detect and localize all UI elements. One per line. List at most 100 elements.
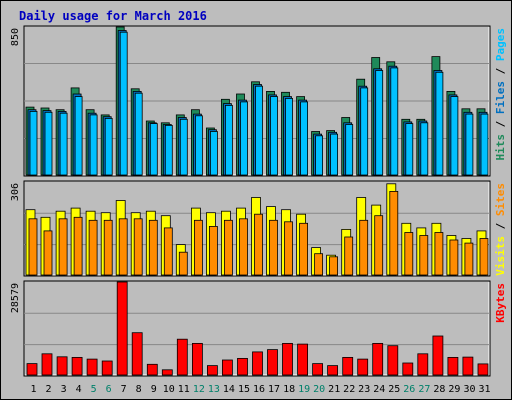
sites-bar	[133, 218, 143, 276]
sites-bar	[88, 219, 98, 276]
sites-bar	[269, 219, 278, 276]
sites-bar	[163, 227, 173, 276]
kbytes-bar	[357, 358, 369, 376]
sites-bar	[178, 251, 188, 276]
kbytes-bar	[41, 353, 53, 376]
day-label: 19	[298, 384, 310, 395]
sites-bar	[299, 222, 309, 276]
kbytes-bar	[387, 345, 399, 376]
sites-bar	[148, 219, 158, 276]
day-label: 11	[178, 384, 190, 395]
kbytes-bar	[447, 356, 459, 376]
kbytes-bar	[462, 356, 474, 376]
sites-bar	[118, 218, 128, 276]
kbytes-bar	[26, 363, 38, 376]
pages-bar	[44, 111, 53, 176]
day-label: 7	[121, 384, 127, 395]
visits-ymax-label: 306	[10, 183, 21, 201]
sites-bar	[58, 218, 68, 276]
pages-bar	[300, 101, 309, 176]
kbytes-legend: KBytes	[494, 283, 507, 323]
hits-panel: 850 Hits / Files / Pages	[10, 25, 507, 177]
kbytes-bar	[282, 342, 293, 376]
kbytes-bar	[402, 362, 414, 376]
kbytes-bar	[312, 363, 324, 376]
sites-bar	[329, 256, 339, 276]
pages-bar	[315, 135, 324, 176]
day-label: 25	[388, 384, 400, 395]
sites-bar	[359, 219, 369, 276]
pages-bar	[390, 67, 399, 176]
pages-bar	[179, 118, 188, 176]
sites-bar	[479, 238, 489, 276]
day-label: 20	[313, 384, 325, 395]
kbytes-bar	[56, 356, 68, 376]
kbytes-bar	[206, 365, 218, 376]
day-label: 28	[433, 384, 445, 395]
kbytes-bar	[86, 358, 98, 376]
day-label: 17	[268, 384, 280, 395]
day-label: 5	[91, 384, 97, 395]
sites-bar	[404, 232, 414, 276]
day-label: 8	[136, 384, 142, 395]
pages-bar	[375, 70, 384, 176]
sites-bar	[43, 230, 53, 276]
pages-bar	[119, 31, 128, 176]
pages-bar	[59, 112, 68, 176]
kbytes-bar	[252, 351, 263, 376]
pages-bar	[345, 124, 354, 176]
pages-bar	[450, 96, 459, 176]
sites-bar	[28, 218, 38, 276]
kbytes-ymax-label: 28579	[10, 283, 21, 313]
day-label: 6	[106, 384, 112, 395]
day-label: 21	[328, 384, 340, 395]
sites-bar	[434, 232, 444, 276]
pages-bar	[405, 123, 414, 176]
legend-separator: /	[494, 114, 507, 134]
day-label: 15	[238, 384, 250, 395]
visits-panel: 306 Visits / Sites	[10, 180, 507, 277]
sites-bar	[389, 190, 399, 276]
sites-bar	[239, 218, 248, 276]
series-sites	[28, 190, 489, 276]
sites-bar	[208, 225, 218, 276]
kbytes-bar	[432, 335, 444, 376]
day-label: 29	[448, 384, 460, 395]
day-label: 26	[403, 384, 415, 395]
pages-bar	[240, 101, 248, 176]
day-label: 16	[253, 384, 265, 395]
day-label: 14	[223, 384, 235, 395]
sites-bar	[103, 219, 113, 276]
kbytes-bar	[267, 349, 278, 376]
legend-sites: Sites	[494, 183, 507, 216]
kbytes-plot-area	[23, 280, 491, 377]
sites-bar	[314, 253, 324, 276]
day-label: 9	[151, 384, 157, 395]
kbytes-bar	[221, 359, 233, 376]
pages-bar	[270, 96, 278, 176]
kbytes-bar	[372, 342, 384, 376]
pages-bar	[104, 118, 113, 176]
sites-bar	[284, 221, 293, 276]
kbytes-bar	[417, 353, 429, 376]
pages-bar	[89, 114, 98, 176]
pages-bar	[465, 113, 474, 176]
chart-title: Daily usage for March 2016	[19, 9, 207, 23]
pages-bar	[285, 98, 293, 176]
day-label: 13	[208, 384, 220, 395]
kbytes-bar	[237, 357, 248, 376]
kbytes-bar	[342, 356, 354, 376]
legend-separator: /	[494, 61, 507, 81]
sites-bar	[254, 213, 263, 276]
kbytes-bar	[191, 342, 203, 376]
kbytes-bar	[161, 369, 173, 376]
sites-bar	[464, 242, 474, 276]
day-label: 3	[61, 384, 67, 395]
kbytes-bar	[131, 332, 143, 376]
sites-bar	[344, 236, 354, 276]
visits-legend: Visits / Sites	[494, 183, 507, 276]
visits-plot-area	[23, 180, 491, 277]
pages-bar	[194, 115, 203, 176]
kbytes-bar	[116, 281, 128, 376]
